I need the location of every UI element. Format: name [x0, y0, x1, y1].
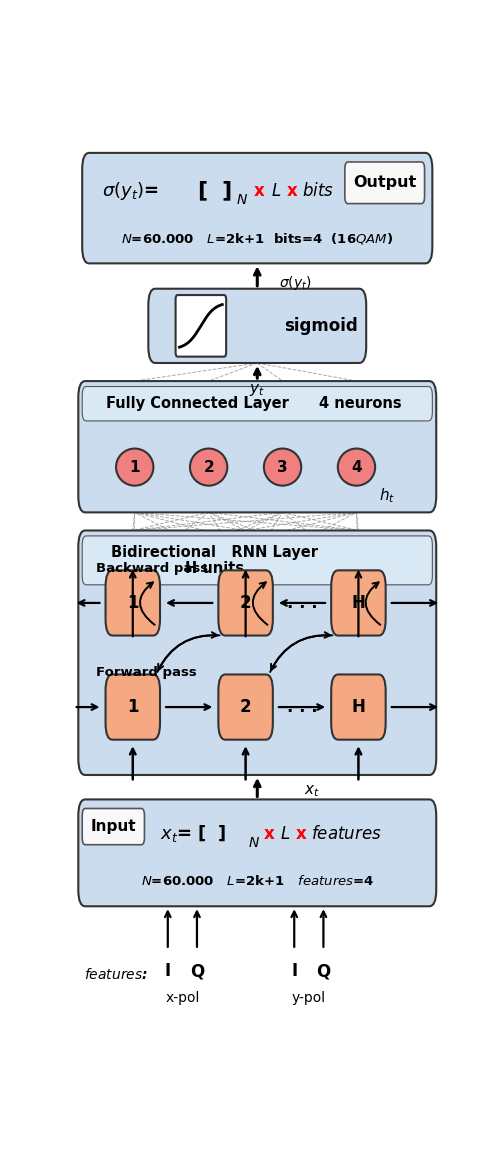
Ellipse shape — [116, 448, 153, 486]
Text: x-pol: x-pol — [165, 990, 199, 1004]
Text: $x_t$: $x_t$ — [304, 783, 319, 800]
Text: $\mathit{x}_t$= $\mathbf{[\ \ ]}$: $\mathit{x}_t$= $\mathbf{[\ \ ]}$ — [160, 823, 226, 844]
Text: . . .: . . . — [286, 699, 317, 716]
Text: $\mathit{L}$: $\mathit{L}$ — [279, 824, 290, 843]
Text: $\mathbf{x}$: $\mathbf{x}$ — [295, 824, 307, 843]
Text: 2: 2 — [203, 460, 213, 475]
Text: $\mathit{N}$=60.000   $\mathit{L}$=2k+1  bits=4  (16$\mathit{QAM}$): $\mathit{N}$=60.000 $\mathit{L}$=2k+1 bi… — [121, 230, 393, 246]
Text: $N$: $N$ — [247, 836, 259, 850]
Text: Fully Connected Layer: Fully Connected Layer — [105, 396, 288, 412]
FancyBboxPatch shape — [105, 570, 160, 635]
Text: 1: 1 — [127, 594, 138, 612]
Text: H: H — [351, 699, 365, 716]
Text: $\mathbf{x}$: $\mathbf{x}$ — [285, 182, 298, 200]
FancyBboxPatch shape — [82, 808, 144, 844]
Ellipse shape — [337, 448, 374, 486]
Text: $\mathit{\sigma}(y_t)$=: $\mathit{\sigma}(y_t)$= — [102, 180, 158, 202]
Text: $\mathbf{[\ \ ]}$: $\mathbf{[\ \ ]}$ — [196, 179, 231, 202]
FancyBboxPatch shape — [218, 570, 273, 635]
Text: H units: H units — [184, 561, 243, 576]
Text: 1: 1 — [127, 699, 138, 716]
Text: Forward pass: Forward pass — [96, 666, 196, 680]
Ellipse shape — [189, 448, 227, 486]
Text: $\mathit{N}$=60.000   $\mathit{L}$=2k+1   $\mathit{features}$=4: $\mathit{N}$=60.000 $\mathit{L}$=2k+1 $\… — [140, 874, 373, 888]
Text: 1: 1 — [129, 460, 140, 475]
FancyBboxPatch shape — [218, 675, 273, 740]
Text: $\mathit{\sigma}(y_t)$: $\mathit{\sigma}(y_t)$ — [278, 274, 311, 293]
Text: Backward pass: Backward pass — [96, 562, 207, 575]
FancyBboxPatch shape — [148, 289, 366, 363]
Text: sigmoid: sigmoid — [284, 316, 358, 335]
FancyBboxPatch shape — [175, 295, 226, 356]
Text: H: H — [351, 594, 365, 612]
Text: $\mathit{bits}$: $\mathit{bits}$ — [302, 182, 333, 200]
Text: I: I — [291, 962, 297, 981]
Text: . . .: . . . — [286, 594, 317, 612]
Text: Bidirectional   RNN Layer: Bidirectional RNN Layer — [111, 544, 317, 560]
FancyBboxPatch shape — [331, 570, 385, 635]
Text: $y_t$: $y_t$ — [249, 382, 265, 399]
Text: I: I — [164, 962, 170, 981]
Text: Input: Input — [90, 820, 136, 834]
Text: Q: Q — [189, 962, 204, 981]
FancyBboxPatch shape — [82, 387, 431, 421]
Text: 4 neurons: 4 neurons — [319, 396, 401, 412]
FancyBboxPatch shape — [82, 153, 431, 263]
Text: $N$: $N$ — [235, 193, 247, 207]
Text: y-pol: y-pol — [291, 990, 325, 1004]
FancyBboxPatch shape — [331, 675, 385, 740]
Ellipse shape — [264, 448, 301, 486]
Text: 2: 2 — [239, 594, 251, 612]
FancyBboxPatch shape — [344, 162, 424, 203]
FancyBboxPatch shape — [78, 381, 435, 513]
FancyBboxPatch shape — [105, 675, 160, 740]
FancyBboxPatch shape — [78, 530, 435, 775]
FancyBboxPatch shape — [78, 800, 435, 907]
Text: $\mathbf{x}$: $\mathbf{x}$ — [253, 182, 266, 200]
Text: 4: 4 — [351, 460, 361, 475]
Text: $\mathit{L}$: $\mathit{L}$ — [271, 182, 281, 200]
Text: Output: Output — [353, 175, 416, 191]
Text: 3: 3 — [277, 460, 287, 475]
Text: $h_t$: $h_t$ — [378, 487, 394, 506]
Text: 2: 2 — [239, 699, 251, 716]
Text: $\mathit{features}$:: $\mathit{features}$: — [84, 967, 148, 982]
FancyBboxPatch shape — [82, 536, 431, 584]
Text: Q: Q — [316, 962, 330, 981]
Text: $\mathbf{x}$: $\mathbf{x}$ — [263, 824, 275, 843]
Text: $\mathit{features}$: $\mathit{features}$ — [310, 824, 381, 843]
